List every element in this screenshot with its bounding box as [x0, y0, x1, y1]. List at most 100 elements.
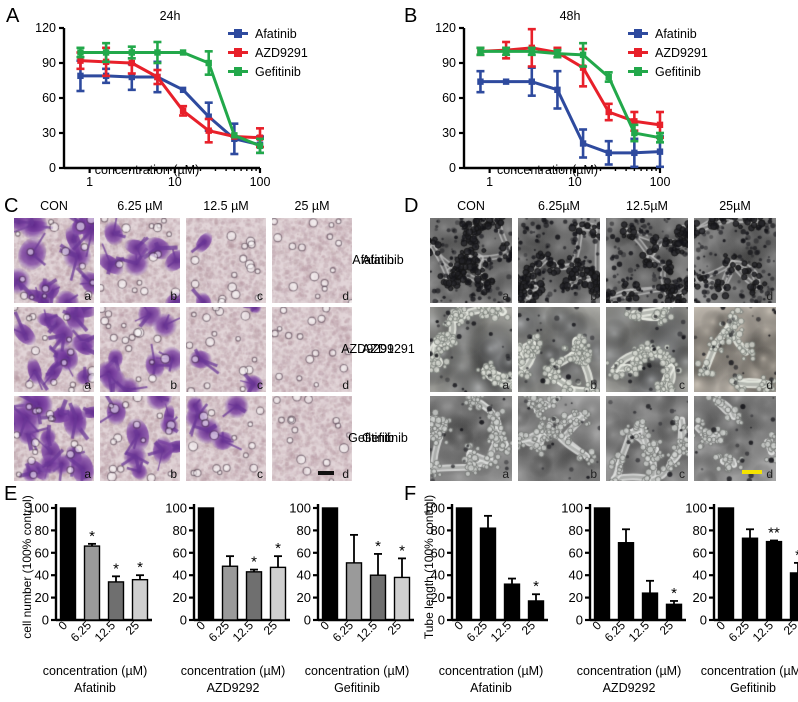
bar-chart-drug-label: Afatinib [470, 681, 512, 695]
svg-text:100: 100 [423, 501, 445, 516]
legend-label: AZD9291 [255, 45, 308, 60]
svg-text:*: * [795, 547, 798, 564]
svg-text:0: 0 [180, 613, 187, 628]
svg-text:60: 60 [569, 545, 583, 560]
panel-c-column-header-1: 6.25 µM [117, 199, 163, 213]
panel-c-cell-letter: c [257, 288, 263, 303]
bar-chart-xlabel: concentration (µM) [438, 664, 544, 678]
svg-text:40: 40 [297, 568, 311, 583]
bar-chart-drug-label: Gefitinib [334, 681, 380, 695]
panel-c-micrograph-r2-c3: d [272, 396, 352, 481]
bar-chart-gefitinib: 0 20 40 60 80 100 0 6.25 * 12.5 * 25 concentration (… [288, 494, 424, 695]
legend-label: Gefitinib [655, 64, 701, 79]
svg-text:0: 0 [576, 613, 583, 628]
svg-text:90: 90 [442, 56, 456, 70]
bar-chart-gefitinib: 02040608010006.25**12.5*25concentration … [684, 494, 798, 695]
panel-d-cell-letter: d [766, 377, 773, 392]
panel-b-xlabel: concentration(µM) [497, 163, 598, 177]
svg-text:10: 10 [568, 175, 582, 189]
panel-d-micrograph-r2-c3: d [694, 396, 776, 481]
svg-text:*: * [275, 540, 281, 557]
svg-text:80: 80 [35, 523, 49, 538]
panel-c-cell-letter: a [84, 288, 91, 303]
bar-chart-drug-label: Gefitinib [730, 681, 776, 695]
panel-d-column-header-3: 25µM [719, 199, 751, 213]
panel-c-micrograph-r2-c0: a [14, 396, 94, 481]
panel-d-micrograph-r2-c1: b [518, 396, 600, 481]
svg-text:30: 30 [42, 126, 56, 140]
bar-chart-drug-label: AZD9292 [206, 681, 260, 695]
panel-d-row-label-gefitinib: Gefitinib [348, 430, 394, 445]
svg-text:80: 80 [693, 523, 707, 538]
panel-e-bar-charts: 0 20 40 60 80 100 0 * 6.25 * 12.5 * 25 concentration … [0, 484, 414, 702]
svg-text:40: 40 [173, 568, 187, 583]
svg-text:100: 100 [650, 175, 671, 189]
svg-text:20: 20 [173, 590, 187, 605]
bar-chart-xlabel: concentration (µM) [304, 664, 410, 678]
panel-c-micrograph-r0-c2: c [186, 218, 266, 303]
legend-marker-icon [228, 48, 248, 57]
panel-c-column-header-3: 25 µM [294, 199, 330, 213]
panel-c-column-header-2: 12.5 µM [203, 199, 249, 213]
panel-c-micrograph-r0-c3: d [272, 218, 352, 303]
panel-d-micrograph-r0-c0: a [430, 218, 512, 303]
legend-label: Gefitinib [255, 64, 301, 79]
svg-text:12.5: 12.5 [626, 618, 653, 645]
panel-e-letter: E [4, 483, 18, 505]
svg-text:60: 60 [442, 91, 456, 105]
panel-c-cell-letter: d [342, 288, 349, 303]
panel-d-tube-formation-images: CON 6.25µM 12.5µM 25µM Afatinib a b c d AZD9291 a b… [341, 196, 798, 482]
panel-b-letter: B [404, 5, 418, 27]
svg-text:10: 10 [168, 175, 182, 189]
svg-text:0: 0 [304, 613, 311, 628]
legend-marker-icon [628, 29, 648, 38]
svg-text:40: 40 [693, 568, 707, 583]
panel-c-cell-letter: b [170, 288, 177, 303]
panel-c-micrograph-r1-c0: a [14, 307, 94, 392]
panel-d-column-header-0: CON [457, 199, 485, 213]
panel-d-cell-letter: a [502, 377, 509, 392]
svg-text:6.25: 6.25 [68, 618, 95, 645]
panel-d-letter: D [404, 195, 419, 217]
svg-text:*: * [533, 578, 539, 595]
svg-text:20: 20 [35, 590, 49, 605]
svg-text:90: 90 [42, 56, 56, 70]
svg-text:1: 1 [486, 175, 493, 189]
panel-d-cell-letter: d [766, 288, 773, 303]
panel-d-scale-bar [742, 470, 762, 474]
bar-chart-afatinib: 0 20 40 60 80 100 0 6.25 12.5 * 25 concentration (µ… [422, 494, 558, 695]
svg-text:6.25: 6.25 [206, 618, 233, 645]
panel-d-micrograph-r0-c1: b [518, 218, 600, 303]
panel-c-cell-letter: d [342, 466, 349, 481]
panel-c-row-label-gefitinib: Gefitinib [362, 430, 408, 445]
svg-text:0: 0 [700, 613, 707, 628]
panel-d-cell-letter: c [679, 377, 685, 392]
svg-text:*: * [375, 538, 381, 555]
svg-text:12.5: 12.5 [230, 618, 257, 645]
svg-text:30: 30 [442, 126, 456, 140]
panel-a-legend: Afatinib AZD9291 Gefitinib [228, 24, 308, 81]
legend-item-gefitinib: Gefitinib [228, 62, 308, 81]
panel-a-dose-response-chart: 0 30 60 90 120 1 10 100 [30, 21, 270, 192]
svg-text:6.25: 6.25 [602, 618, 629, 645]
svg-text:60: 60 [693, 545, 707, 560]
svg-text:1: 1 [86, 175, 93, 189]
svg-text:*: * [113, 560, 119, 577]
svg-text:80: 80 [297, 523, 311, 538]
legend-item-afatinib: Afatinib [628, 24, 708, 43]
panel-d-micrograph-r2-c2: c [606, 396, 688, 481]
panel-a-letter: A [6, 5, 20, 27]
legend-marker-icon [228, 29, 248, 38]
panel-c-cell-letter: a [84, 466, 91, 481]
svg-text:20: 20 [569, 590, 583, 605]
svg-text:120: 120 [35, 21, 56, 35]
svg-text:60: 60 [173, 545, 187, 560]
panel-c-cell-letter: b [170, 466, 177, 481]
legend-marker-icon [628, 48, 648, 57]
panel-c-scale-bar [318, 471, 334, 475]
bar-chart-azd9292: 0 20 40 60 80 100 0 6.25 12.5 * 25 concentration (µ… [560, 494, 696, 695]
legend-item-gefitinib: Gefitinib [628, 62, 708, 81]
legend-marker-icon [228, 67, 248, 76]
svg-text:0: 0 [42, 613, 49, 628]
panel-d-micrograph-r0-c2: c [606, 218, 688, 303]
